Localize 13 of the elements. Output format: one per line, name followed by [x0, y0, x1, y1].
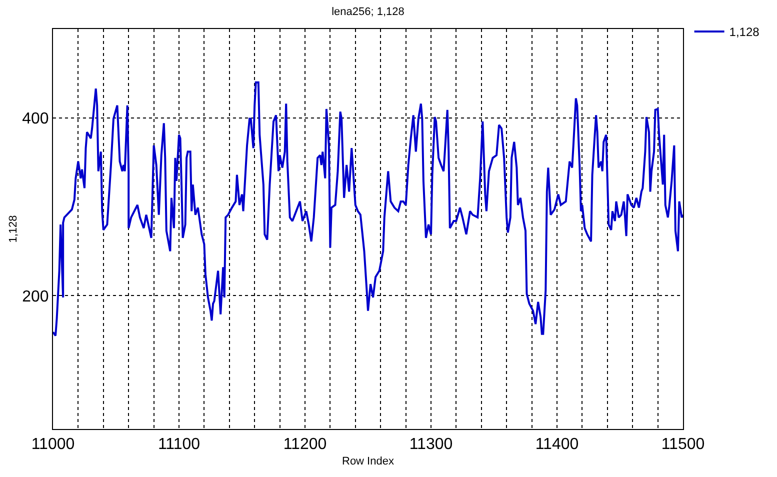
y-tick-label: 400	[22, 110, 49, 128]
legend-label: 1,128	[729, 25, 760, 40]
x-tick-label: 11000	[31, 436, 75, 454]
x-axis-title: Row Index	[342, 455, 394, 468]
line-series	[53, 81, 683, 337]
y-axis-title: 1,128	[8, 215, 20, 243]
y-tick-label: 200	[22, 288, 49, 306]
x-tick-label: 11400	[535, 436, 579, 454]
x-tick-label: 11200	[283, 436, 327, 454]
x-tick-label: 11300	[409, 436, 453, 454]
x-tick-label: 11100	[158, 436, 200, 454]
x-tick-label: 11500	[661, 436, 705, 454]
chart-title: lena256; 1,128	[332, 6, 404, 18]
